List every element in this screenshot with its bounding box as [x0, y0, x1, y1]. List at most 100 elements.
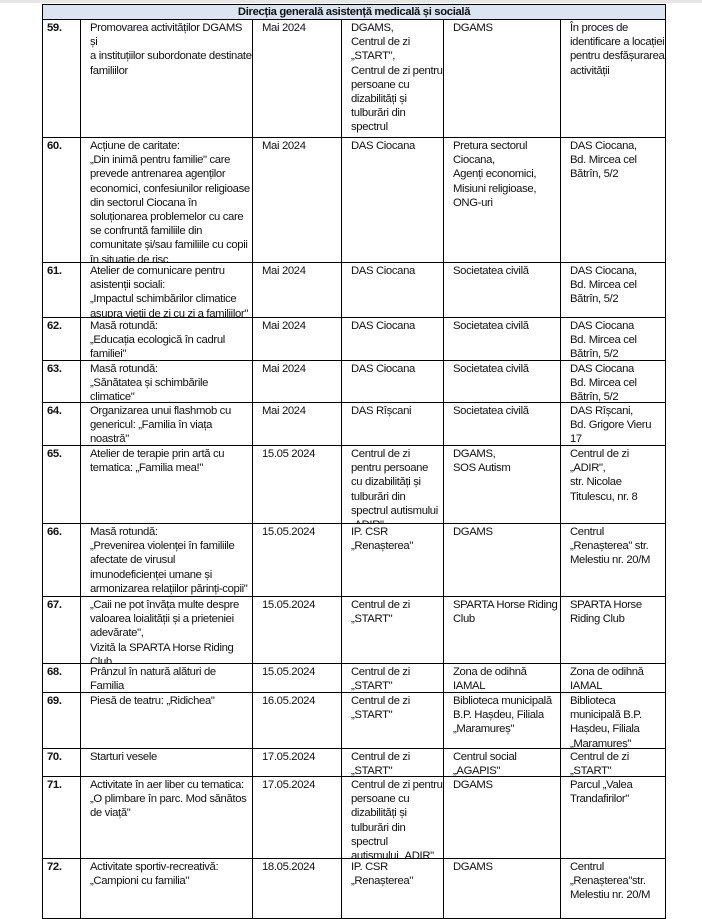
row-number: 70. — [42, 748, 81, 777]
table-row: 65. Atelier de terapie prin artă cu temat… — [42, 445, 667, 524]
partners-cell: DGAMS — [443, 523, 561, 597]
organizer-cell: IP. CSR „Renașterea" — [341, 523, 444, 597]
partners-cell: Biblioteca municipală B.P. Hașdeu, Filia… — [443, 692, 561, 749]
table-row: 71. Activitate în aer liber cu tematica: … — [42, 776, 667, 859]
activity-cell: Piesă de teatru: „Ridichea" — [80, 692, 253, 749]
row-number: 61. — [42, 262, 81, 318]
date-cell: 15.05.2024 — [252, 663, 342, 693]
activity-cell: Masă rotundă: „Educația ecologică în cad… — [80, 317, 253, 361]
row-number: 62. — [42, 317, 81, 361]
location-cell: DAS Rîșcani, Bd. Grigore Vieru 17 — [559, 402, 667, 446]
location-cell: Zona de odihnă IAMAL — [559, 663, 667, 693]
location-cell: Centrul „Renașterea" str. Melestiu nr. 2… — [559, 523, 667, 597]
partners-cell: Societatea civilă — [443, 402, 561, 446]
location-cell: Centrul de zi „ADIR", str. Nicolae Titul… — [559, 445, 667, 524]
row-number: 67. — [42, 596, 81, 664]
location-cell: Parcul „Valea Trandafirilor" — [559, 776, 667, 859]
organizer-cell: DAS Rîșcani — [341, 402, 444, 446]
location-cell: Centrul „Renașterea"str. Melestiu nr. 20… — [559, 858, 667, 919]
organizer-cell: DAS Ciocana — [341, 317, 444, 361]
partners-cell: DGAMS — [443, 858, 561, 919]
activity-cell: Prânzul în natură alături de Familia „SA… — [80, 663, 253, 693]
row-number: 63. — [42, 360, 81, 403]
location-cell: DAS Ciocana, Bd. Mircea cel Bătrîn, 5/2 — [559, 262, 667, 318]
date-cell: 15.05.2024 — [252, 523, 342, 597]
row-number: 66. — [42, 523, 81, 597]
table-row: 72. Activitate sportiv-recreativă: „Campi… — [42, 858, 667, 919]
section-header-row: Direcția generală asistență medicală și … — [41, 4, 667, 20]
row-number: 65. — [42, 445, 81, 524]
table-row: 70. Starturi vesele 17.05.2024 Centrul de z… — [42, 748, 667, 777]
activity-cell: Atelier de terapie prin artă cu tematica… — [80, 445, 253, 524]
partners-cell: DGAMS — [443, 19, 561, 138]
organizer-cell: Centrul de zi pentru persoane cu dizabil… — [341, 445, 444, 524]
organizer-cell: DGAMS, Centrul de zi „START", Centrul de… — [341, 19, 444, 138]
date-cell: 15.05.2024 — [252, 596, 342, 664]
partners-cell: Centrul social „AGAPIS" — [443, 748, 561, 777]
date-cell: Mai 2024 — [252, 262, 342, 318]
activity-cell: Organizarea unui flashmob cu genericul: … — [80, 402, 253, 446]
date-cell: 15.05 2024 — [252, 445, 342, 524]
table-row: 64. Organizarea unui flashmob cu genericu… — [42, 402, 667, 446]
table-row: 67. „Caii ne pot învăța multe despre valo… — [42, 596, 667, 664]
organizer-cell: Centrul de zi „START" — [341, 748, 444, 777]
organizer-cell: DAS Ciocana — [341, 262, 444, 318]
table-row: 59. Promovarea activităților DGAMS și a i… — [42, 19, 667, 138]
location-cell: În proces de identificare a locației pen… — [559, 19, 667, 138]
events-table: Direcția generală asistență medicală și … — [41, 4, 667, 919]
activity-cell: Masă rotundă: „Sănătatea și schimbările … — [80, 360, 253, 403]
table-row: 63. Masă rotundă: „Sănătatea și schimbări… — [42, 360, 667, 403]
organizer-cell: DAS Ciocana — [341, 137, 444, 263]
date-cell: Mai 2024 — [252, 317, 342, 361]
organizer-cell: DAS Ciocana — [341, 360, 444, 403]
date-cell: 16.05.2024 — [252, 692, 342, 749]
partners-cell: Societatea civilă — [443, 360, 561, 403]
location-cell: Centrul de zi „START" — [559, 748, 667, 777]
organizer-cell: Centrul de zi „START" — [341, 692, 444, 749]
partners-cell: DGAMS — [443, 776, 561, 859]
activity-cell: Starturi vesele — [80, 748, 253, 777]
location-cell: DAS Ciocana, Bd. Mircea cel Bătrîn, 5/2 — [559, 137, 667, 263]
row-number: 68. — [42, 663, 81, 693]
date-cell: 17.05.2024 — [252, 776, 342, 859]
row-number: 71. — [42, 776, 81, 859]
date-cell: Mai 2024 — [252, 360, 342, 403]
organizer-cell: Centrul de zi pentru persoane cu dizabil… — [341, 776, 444, 859]
activity-cell: Acțiune de caritate: „Din inimă pentru f… — [80, 137, 253, 263]
table-row: 61. Atelier de comunicare pentru asistenț… — [42, 262, 667, 318]
row-number: 64. — [42, 402, 81, 446]
table-row: 60. Acțiune de caritate: „Din inimă pentr… — [42, 137, 667, 263]
row-number: 72. — [42, 858, 81, 919]
table-row: 69. Piesă de teatru: „Ridichea" 16.05.2024… — [42, 692, 667, 749]
section-title: Direcția generală asistență medicală și … — [41, 4, 667, 20]
activity-cell: Promovarea activităților DGAMS și a inst… — [80, 19, 253, 138]
location-cell: DAS Ciocana Bd. Mircea cel Bătrîn, 5/2 — [559, 360, 667, 403]
partners-cell: SPARTA Horse Riding Club — [443, 596, 561, 664]
window-top-edge — [0, 0, 702, 3]
activity-cell: Atelier de comunicare pentru asistenții … — [80, 262, 253, 318]
table-row: 68. Prânzul în natură alături de Familia … — [42, 663, 667, 693]
partners-cell: Societatea civilă — [443, 262, 561, 318]
partners-cell: Pretura sectorul Ciocana, Agenți economi… — [443, 137, 561, 263]
activity-cell: „Caii ne pot învăța multe despre valoare… — [80, 596, 253, 664]
location-cell: DAS Ciocana Bd. Mircea cel Bătrîn, 5/2 — [559, 317, 667, 361]
table-row: 66. Masă rotundă: „Prevenirea violenței î… — [42, 523, 667, 597]
date-cell: 18.05.2024 — [252, 858, 342, 919]
location-cell: SPARTA Horse Riding Club — [559, 596, 667, 664]
organizer-cell: Centrul de zi „START" — [341, 663, 444, 693]
row-number: 60. — [42, 137, 81, 263]
date-cell: 17.05.2024 — [252, 748, 342, 777]
partners-cell: Societatea civilă — [443, 317, 561, 361]
location-cell: Biblioteca municipală B.P. Hașdeu, Filia… — [559, 692, 667, 749]
date-cell: Mai 2024 — [252, 19, 342, 138]
partners-cell: Zona de odihnă IAMAL — [443, 663, 561, 693]
table-row: 62. Masă rotundă: „Educația ecologică în … — [42, 317, 667, 361]
activity-cell: Activitate în aer liber cu tematica: „O … — [80, 776, 253, 859]
organizer-cell: Centrul de zi „START" — [341, 596, 444, 664]
activity-cell: Masă rotundă: „Prevenirea violenței în f… — [80, 523, 253, 597]
date-cell: Mai 2024 — [252, 137, 342, 263]
partners-cell: DGAMS, SOS Autism — [443, 445, 561, 524]
date-cell: Mai 2024 — [252, 402, 342, 446]
row-number: 59. — [42, 19, 81, 138]
row-number: 69. — [42, 692, 81, 749]
